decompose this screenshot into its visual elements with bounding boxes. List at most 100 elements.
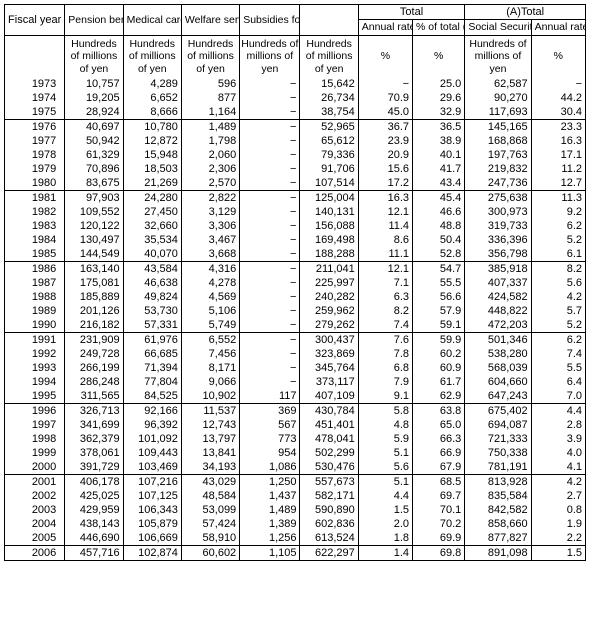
col-atotal-group: (A)Total	[465, 5, 586, 20]
cell-value: 336,396	[465, 233, 531, 247]
cell-value: 107,514	[300, 176, 358, 191]
cell-value: 457,716	[65, 546, 123, 561]
cell-value: 43.4	[413, 176, 465, 191]
cell-value: 3,306	[181, 219, 239, 233]
cell-value: 52.8	[413, 247, 465, 262]
cell-value: 10,780	[123, 120, 181, 135]
cell-value: 69.7	[413, 489, 465, 503]
cell-value: 70.1	[413, 503, 465, 517]
table-row: 197640,69710,7801,489−52,96536.736.5145,…	[5, 120, 586, 135]
cell-value: 781,191	[465, 460, 531, 475]
cell-value: 65.0	[413, 418, 465, 432]
cell-value: 32,660	[123, 219, 181, 233]
cell-value: 69.9	[413, 531, 465, 546]
cell-value: 6,652	[123, 91, 181, 105]
cell-value: 2,570	[181, 176, 239, 191]
cell-value: 590,890	[300, 503, 358, 517]
cell-value: 4,289	[123, 77, 181, 91]
cell-value: 425,025	[65, 489, 123, 503]
cell-value: 40,697	[65, 120, 123, 135]
cell-value: 175,081	[65, 276, 123, 290]
col-pct-of-total: % of total (A)	[413, 20, 465, 36]
cell-year: 1979	[5, 162, 65, 176]
cell-value: 61,329	[65, 148, 123, 162]
cell-value: −	[240, 276, 300, 290]
cell-value: 7,456	[181, 347, 239, 361]
cell-value: 8.2	[531, 262, 585, 277]
cell-year: 2002	[5, 489, 65, 503]
cell-year: 1994	[5, 375, 65, 389]
cell-value: 41.7	[413, 162, 465, 176]
cell-value: 538,280	[465, 347, 531, 361]
cell-value: −	[240, 333, 300, 348]
cell-year: 1975	[5, 105, 65, 120]
cell-value: 9,066	[181, 375, 239, 389]
unit-cell: Hundreds of millions of yen	[65, 35, 123, 77]
cell-value: −	[240, 77, 300, 91]
cell-value: 70.9	[358, 91, 412, 105]
cell-value: 6.2	[531, 219, 585, 233]
cell-year: 1998	[5, 432, 65, 446]
cell-value: 26,734	[300, 91, 358, 105]
cell-value: 279,262	[300, 318, 358, 333]
cell-value: 92,166	[123, 404, 181, 419]
table-row: 2005446,690106,66958,9101,256613,5241.86…	[5, 531, 586, 546]
cell-value: 163,140	[65, 262, 123, 277]
cell-value: 12,743	[181, 418, 239, 432]
cell-value: 5.9	[358, 432, 412, 446]
cell-value: 1,250	[240, 475, 300, 490]
cell-value: 430,784	[300, 404, 358, 419]
cell-value: 1,389	[240, 517, 300, 531]
table-row: 1996326,71392,16611,537369430,7845.863.8…	[5, 404, 586, 419]
table-row: 1998362,379101,09213,797773478,0415.966.…	[5, 432, 586, 446]
cell-value: −	[240, 91, 300, 105]
cell-value: −	[240, 205, 300, 219]
cell-value: 8.2	[358, 304, 412, 318]
cell-value: 24,280	[123, 191, 181, 206]
cell-year: 1999	[5, 446, 65, 460]
cell-value: 10,902	[181, 389, 239, 404]
cell-value: 3.9	[531, 432, 585, 446]
cell-value: 1.4	[358, 546, 412, 561]
cell-value: 247,736	[465, 176, 531, 191]
cell-value: 16.3	[531, 134, 585, 148]
cell-value: 5.6	[531, 276, 585, 290]
table-row: 1986163,14043,5844,316−211,04112.154.738…	[5, 262, 586, 277]
cell-value: 156,088	[300, 219, 358, 233]
cell-value: 286,248	[65, 375, 123, 389]
cell-year: 2005	[5, 531, 65, 546]
cell-value: 5.1	[358, 446, 412, 460]
cell-value: 70.2	[413, 517, 465, 531]
cell-value: 4,278	[181, 276, 239, 290]
cell-value: 30.4	[531, 105, 585, 120]
cell-value: 2,822	[181, 191, 239, 206]
cell-value: 582,171	[300, 489, 358, 503]
cell-value: 54.7	[413, 262, 465, 277]
cell-value: 106,343	[123, 503, 181, 517]
cell-value: 12.7	[531, 176, 585, 191]
cell-value: 2.2	[531, 531, 585, 546]
table-row: 1997341,69996,39212,743567451,4014.865.0…	[5, 418, 586, 432]
cell-value: 13,841	[181, 446, 239, 460]
cell-value: 53,099	[181, 503, 239, 517]
cell-value: 70,896	[65, 162, 123, 176]
cell-value: 1,489	[240, 503, 300, 517]
cell-year: 1976	[5, 120, 65, 135]
cell-value: 10,757	[65, 77, 123, 91]
cell-value: 1,164	[181, 105, 239, 120]
cell-value: 50.4	[413, 233, 465, 247]
cell-year: 1996	[5, 404, 65, 419]
col-soc-sec: Social Security Expenditure	[465, 20, 531, 36]
cell-value: 101,092	[123, 432, 181, 446]
cell-year: 1987	[5, 276, 65, 290]
cell-value: 60,602	[181, 546, 239, 561]
cell-value: 130,497	[65, 233, 123, 247]
cell-value: 107,216	[123, 475, 181, 490]
cell-value: 406,178	[65, 475, 123, 490]
cell-value: 62,587	[465, 77, 531, 91]
table-row: 197970,89618,5032,306−91,70615.641.7219,…	[5, 162, 586, 176]
cell-year: 1982	[5, 205, 65, 219]
cell-value: 5.7	[531, 304, 585, 318]
cell-value: −	[240, 148, 300, 162]
cell-value: 341,699	[65, 418, 123, 432]
